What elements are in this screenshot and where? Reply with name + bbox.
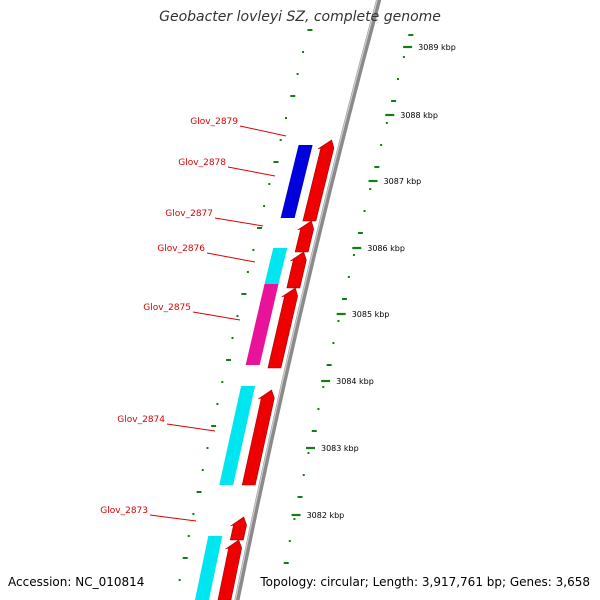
gene-label: Glov_2874: [117, 415, 165, 425]
kbp-tick-label: 3089 kbp: [418, 43, 456, 52]
cds-forward-arrow: [229, 516, 247, 541]
gene-label: Glov_2876: [157, 244, 205, 254]
map-title: Geobacter lovleyi SZ, complete genome: [159, 9, 441, 25]
kbp-tick-label: 3088 kbp: [400, 111, 438, 120]
cds-forward-arrow: [241, 389, 275, 486]
gene-label: Glov_2879: [190, 117, 238, 127]
gene-label-leader: [239, 125, 287, 137]
backbone-highlight: [234, 0, 378, 600]
gene-label: Glov_2877: [165, 209, 213, 219]
gene-label-leader: [166, 423, 216, 432]
gene-label: Glov_2873: [100, 506, 148, 516]
gene-block-cyan: [194, 536, 223, 600]
gene-label-leader: [206, 252, 256, 263]
kbp-tick-label: 3083 kbp: [321, 444, 359, 453]
gene-block-cyan: [219, 386, 256, 485]
gene-label-leader: [227, 166, 276, 177]
cds-forward-arrow: [217, 539, 242, 600]
gene-block-cyan: [264, 248, 288, 284]
gene-block-blue: [280, 145, 313, 218]
cds-forward-arrow: [286, 251, 307, 289]
topology-summary: Topology: circular; Length: 3,917,761 bp…: [260, 575, 590, 589]
kbp-tick-label: 3087 kbp: [384, 177, 422, 186]
gene-label: Glov_2875: [143, 303, 191, 313]
cds-forward-arrow: [294, 220, 314, 253]
kbp-tick-label: 3085 kbp: [352, 310, 390, 319]
kbp-tick-label: 3086 kbp: [367, 244, 405, 253]
kbp-tick-label: 3082 kbp: [307, 511, 345, 520]
gene-label-leader: [149, 514, 197, 522]
gene-label: Glov_2878: [178, 158, 226, 168]
cds-forward-arrow: [267, 287, 298, 369]
kbp-tick-label: 3084 kbp: [336, 377, 374, 386]
genome-backbone: [234, 0, 382, 600]
gene-block-magenta: [245, 284, 279, 365]
gene-label-leader: [192, 311, 241, 321]
cds-forward-arrow: [302, 139, 335, 222]
accession-text: Accession: NC_010814: [8, 575, 145, 589]
gene-label-leader: [214, 217, 264, 227]
